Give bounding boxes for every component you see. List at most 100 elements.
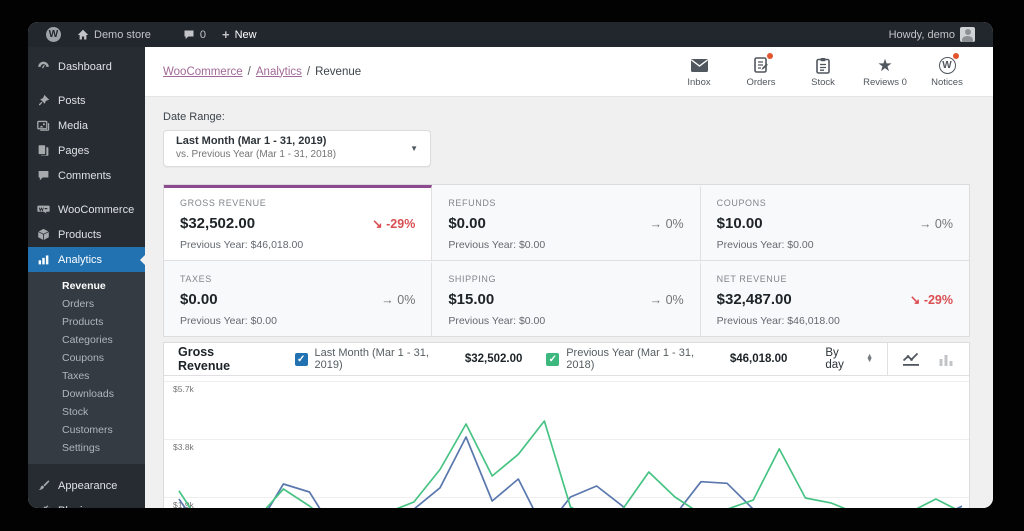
stat-value: $10.00 xyxy=(716,215,763,232)
sidebar-divider xyxy=(28,79,145,88)
sidebar-item-woocommerce[interactable]: WooCommerce xyxy=(28,197,145,222)
account-menu[interactable]: Howdy, demo xyxy=(881,22,983,47)
chart-plot-area[interactable]: $5.7k $3.8k $1.9k xyxy=(164,376,969,508)
stat-delta: → 0% xyxy=(918,217,953,231)
activity-panel: Inbox Orders xyxy=(675,53,971,89)
woocommerce-icon xyxy=(37,203,50,216)
sidebar-item-pages[interactable]: Pages xyxy=(28,138,145,163)
stat-delta: → 0% xyxy=(381,293,416,307)
wordpress-icon: W xyxy=(46,27,61,42)
trend-down-icon: ↘ xyxy=(909,293,921,307)
date-range-dropdown[interactable]: Last Month (Mar 1 - 31, 2019) vs. Previo… xyxy=(163,130,431,167)
activity-notices-button[interactable]: W Notices xyxy=(923,53,971,88)
comments-menu[interactable]: 0 xyxy=(175,22,214,47)
analytics-report: Date Range: Last Month (Mar 1 - 31, 2019… xyxy=(145,97,993,508)
interval-value: By day xyxy=(825,347,844,371)
activity-inbox-button[interactable]: Inbox xyxy=(675,55,723,88)
sidebar-label: Pages xyxy=(58,144,90,157)
stat-delta: → 0% xyxy=(649,293,684,307)
trend-flat-icon: → xyxy=(381,293,394,307)
stat-previous: Previous Year: $46,018.00 xyxy=(180,239,304,251)
admin-sidebar: Dashboard Posts Media xyxy=(28,47,145,508)
summary-numbers: GROSS REVENUE $32,502.00 ↘ -29% Previous … xyxy=(163,184,970,337)
stat-label: TAXES xyxy=(180,274,212,284)
wp-logo-menu[interactable]: W xyxy=(38,22,69,47)
analytics-submenu: Revenue Orders Products Categories Coupo… xyxy=(28,272,145,464)
stat-card-coupons[interactable]: COUPONS $10.00 → 0% Previous Year: $0.00 xyxy=(700,185,969,261)
bar-chart-button[interactable] xyxy=(936,343,956,375)
page-header: WooCommerce / Analytics / Revenue Inbox xyxy=(145,47,993,97)
legend-last-month[interactable]: ✓ Last Month (Mar 1 - 31, 2019) $32,502.… xyxy=(294,347,523,371)
activity-reviews-button[interactable]: ★ Reviews 0 xyxy=(861,55,909,89)
stat-card-shipping[interactable]: SHIPPING $15.00 → 0% Previous Year: $0.00 xyxy=(432,261,701,336)
comment-icon xyxy=(37,169,50,182)
submenu-item-orders[interactable]: Orders xyxy=(62,298,95,310)
chart-type-toggle xyxy=(887,343,969,375)
sidebar-item-products[interactable]: Products xyxy=(28,222,145,247)
comment-icon xyxy=(183,29,195,41)
howdy-text: Howdy, demo xyxy=(888,28,955,41)
content-area: WooCommerce / Analytics / Revenue Inbox xyxy=(145,47,993,508)
submenu-item-products[interactable]: Products xyxy=(62,316,104,328)
stat-previous: Previous Year: $0.00 xyxy=(448,239,546,251)
line-chart-button[interactable] xyxy=(901,343,921,375)
stat-card-gross-revenue[interactable]: GROSS REVENUE $32,502.00 ↘ -29% Previous … xyxy=(164,185,433,261)
breadcrumb: WooCommerce / Analytics / Revenue xyxy=(163,66,361,78)
stat-label: SHIPPING xyxy=(448,274,497,284)
sidebar-item-analytics[interactable]: Analytics xyxy=(28,247,145,272)
sidebar-label: Dashboard xyxy=(58,60,112,73)
activity-stock-button[interactable]: Stock xyxy=(799,55,847,88)
interval-select[interactable]: By day ▲ ▼ xyxy=(811,343,887,375)
submenu-item-taxes[interactable]: Taxes xyxy=(62,370,90,382)
document-edit-icon xyxy=(751,53,773,75)
submenu-item-revenue[interactable]: Revenue xyxy=(62,280,106,292)
plus-icon: + xyxy=(221,27,230,42)
stat-value: $32,502.00 xyxy=(180,215,256,232)
notification-dot xyxy=(767,53,773,59)
stat-card-refunds[interactable]: REFUNDS $0.00 → 0% Previous Year: $0.00 xyxy=(432,185,701,261)
site-menu[interactable]: Demo store xyxy=(69,22,159,47)
submenu-item-categories[interactable]: Categories xyxy=(62,334,113,346)
stat-delta: ↘ -29% xyxy=(372,217,416,231)
notification-dot xyxy=(953,53,959,59)
comments-count: 0 xyxy=(199,28,206,41)
legend-previous-year[interactable]: ✓ Previous Year (Mar 1 - 31, 2018) $46,0… xyxy=(546,347,787,371)
chart-title: Gross Revenue xyxy=(178,345,231,373)
date-range-label: Date Range: xyxy=(163,111,225,123)
submenu-item-customers[interactable]: Customers xyxy=(62,424,113,436)
breadcrumb-link-woocommerce[interactable]: WooCommerce xyxy=(163,65,243,78)
avatar xyxy=(960,27,975,42)
stat-delta: → 0% xyxy=(649,217,684,231)
activity-orders-button[interactable]: Orders xyxy=(737,53,785,88)
sidebar-item-comments[interactable]: Comments xyxy=(28,163,145,188)
stat-previous: Previous Year: $0.00 xyxy=(448,315,546,327)
stat-label: COUPONS xyxy=(716,198,767,208)
stat-card-net-revenue[interactable]: NET REVENUE $32,487.00 ↘ -29% Previous Ye… xyxy=(701,261,969,336)
breadcrumb-link-analytics[interactable]: Analytics xyxy=(255,65,302,78)
sidebar-item-dashboard[interactable]: Dashboard xyxy=(28,54,145,79)
sidebar-label: Appearance xyxy=(58,479,118,492)
site-name: Demo store xyxy=(94,28,151,41)
sidebar-item-posts[interactable]: Posts xyxy=(28,88,145,113)
submenu-item-coupons[interactable]: Coupons xyxy=(62,352,105,364)
gridline xyxy=(164,439,969,440)
sidebar-item-plugins[interactable]: Plugins xyxy=(28,498,145,508)
stat-value: $0.00 xyxy=(180,291,218,308)
stat-card-taxes[interactable]: TAXES $0.00 → 0% Previous Year: $0.00 xyxy=(164,261,433,336)
sidebar-item-appearance[interactable]: Appearance xyxy=(28,473,145,498)
stat-delta: ↘ -29% xyxy=(909,293,953,307)
legend-amount: $46,018.00 xyxy=(729,353,788,365)
sidebar-label: Media xyxy=(58,119,88,132)
legend-label: Previous Year (Mar 1 - 31, 2018) xyxy=(566,347,695,371)
legend-amount: $32,502.00 xyxy=(464,353,523,365)
submenu-item-downloads[interactable]: Downloads xyxy=(62,388,114,400)
stat-label: NET REVENUE xyxy=(716,274,788,284)
submenu-item-settings[interactable]: Settings xyxy=(62,442,100,454)
sidebar-item-media[interactable]: Media xyxy=(28,113,145,138)
pin-icon xyxy=(37,94,50,107)
y-axis-tick: $5.7k xyxy=(173,384,194,394)
submenu-item-stock[interactable]: Stock xyxy=(62,406,89,418)
cube-icon xyxy=(37,228,50,241)
sidebar-label: Comments xyxy=(58,169,112,182)
new-menu[interactable]: + New xyxy=(214,22,265,47)
